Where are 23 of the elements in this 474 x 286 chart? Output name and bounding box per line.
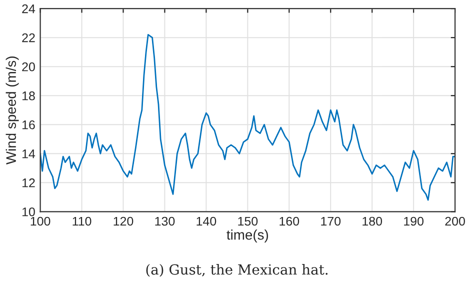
x-tick-label: 140 xyxy=(196,216,216,226)
y-tick-label: 10 xyxy=(22,207,35,216)
line-series xyxy=(40,34,456,201)
x-tick-label: 100 xyxy=(30,216,50,226)
x-tick-label: 180 xyxy=(362,216,382,226)
y-tick-label: 24 xyxy=(22,4,36,14)
text: (a) Gust, the Mexican hat. xyxy=(146,264,328,277)
y-tick-label: 12 xyxy=(22,178,35,188)
y-tick-label: 20 xyxy=(22,62,35,72)
x-axis-title: time(s) xyxy=(226,230,268,242)
y-tick-label: 18 xyxy=(22,91,35,100)
x-tick-label: 120 xyxy=(114,216,134,226)
x-tick-label: 170 xyxy=(321,216,341,226)
y-tick-label: 14 xyxy=(22,150,36,158)
x-tick-label: 130 xyxy=(155,216,175,226)
x-tick-label: 190 xyxy=(404,216,424,226)
x-tick-label: 150 xyxy=(238,216,258,226)
y-tick-label: 16 xyxy=(22,120,35,130)
y-axis-title: Wind speed (m/s) xyxy=(6,56,19,164)
x-tick-label: 160 xyxy=(280,216,300,226)
y-tick-label: 22 xyxy=(22,33,35,42)
x-tick-label: 200 xyxy=(445,216,465,226)
x-tick-label: 110 xyxy=(72,216,92,226)
